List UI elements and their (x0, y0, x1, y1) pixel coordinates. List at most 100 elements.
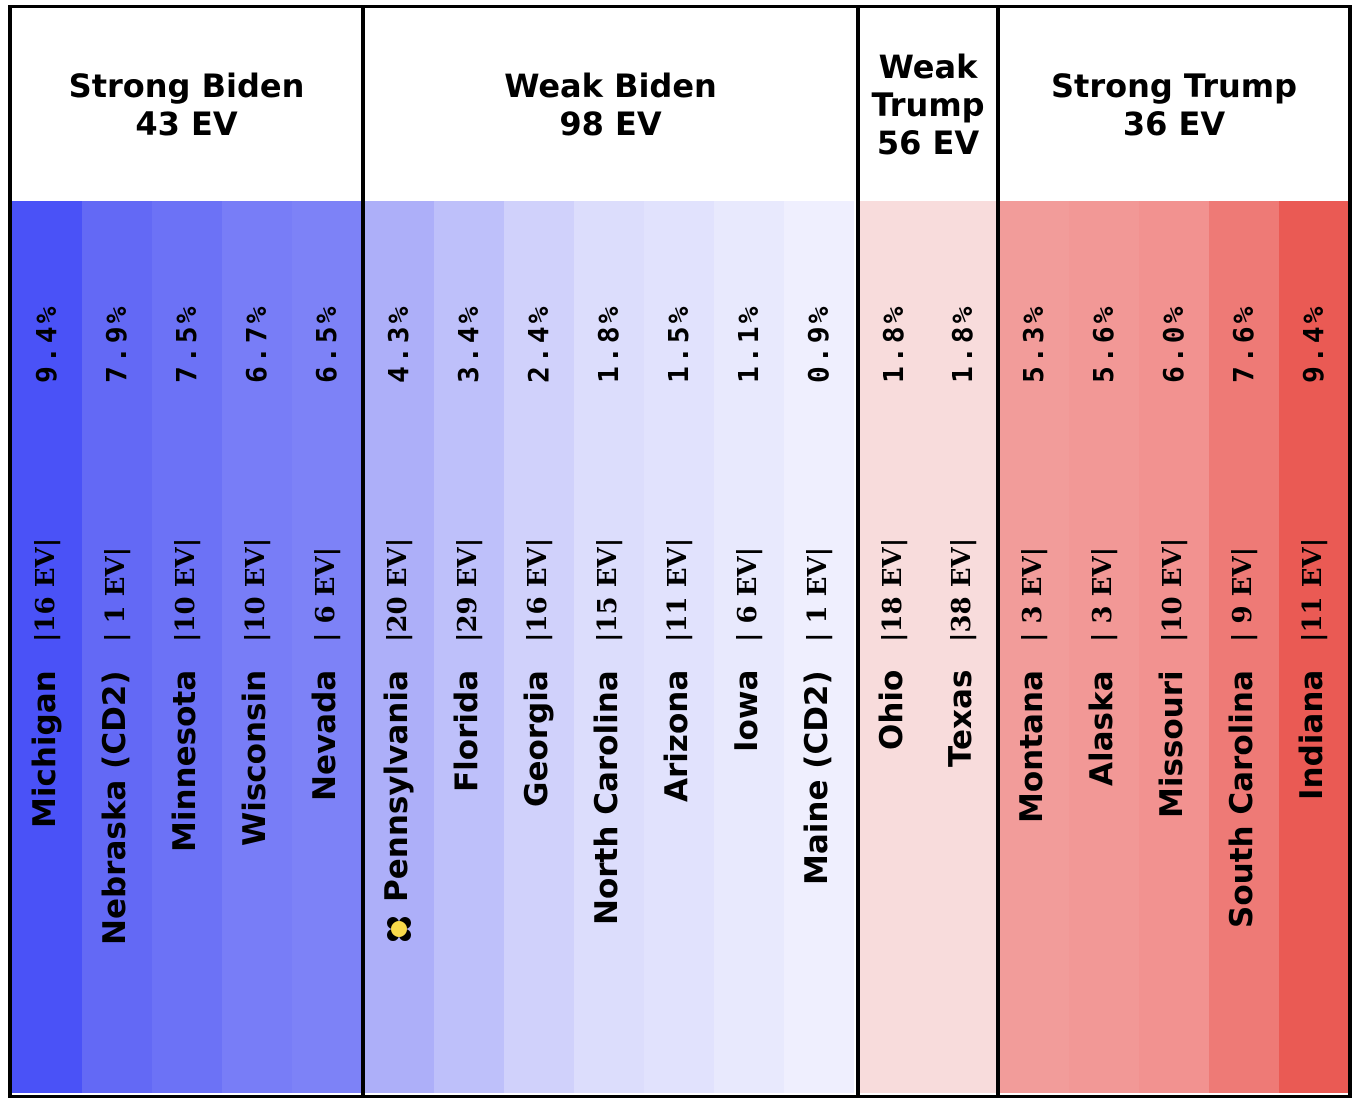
state-ev-label: |29 EV| (453, 538, 483, 642)
ev-separator-right: | (593, 537, 623, 548)
group-ev-total: 98 EV (559, 104, 662, 143)
state-ev-label: | 1 EV| (803, 547, 833, 642)
state-margin-label: 7.9% (100, 303, 133, 383)
state-name: Florida (449, 669, 485, 792)
ev-separator-right: | (523, 537, 553, 548)
group-ev-total: 56 EV (876, 123, 980, 162)
group-label: Weak Biden (504, 66, 717, 105)
state-ev-label: |10 EV| (171, 538, 201, 642)
group-divider (8, 5, 12, 1098)
group-ev-total: 43 EV (135, 104, 238, 143)
state-bar (504, 201, 574, 1093)
state-ev-label: |20 EV| (383, 538, 413, 642)
state-bar (1279, 201, 1348, 1093)
state-ev-label: |10 EV| (241, 538, 271, 642)
group-divider (361, 5, 365, 1098)
state-bar (1209, 201, 1279, 1093)
ev-separator-right: | (453, 537, 483, 548)
state-ev-value: 10 EV (1158, 547, 1188, 633)
ev-separator-left: | (1297, 632, 1328, 642)
group-header-text: Weak Trump 56 EV (868, 48, 988, 162)
ev-separator-right: | (1228, 546, 1258, 557)
ev-separator-right: | (803, 546, 833, 557)
state-bar (1069, 201, 1139, 1093)
ev-separator-right: | (1158, 537, 1188, 548)
state-name: Arizona (659, 669, 695, 802)
ev-separator-left: | (593, 632, 623, 642)
state-bar (152, 201, 222, 1093)
state-bar (714, 201, 784, 1093)
state-ev-value: 20 EV (383, 547, 413, 633)
group-label: Strong Trump (1050, 66, 1298, 105)
ev-separator-left: | (1158, 632, 1188, 642)
state-margin-label: 1.1% (732, 303, 765, 383)
state-bar (784, 201, 854, 1093)
state-ev-value: 10 EV (241, 547, 271, 633)
state-bar (859, 201, 929, 1093)
state-margin-label: 7.6% (1227, 303, 1260, 383)
state-ev-value: 11 EV (1297, 547, 1328, 633)
state-margin-label: 6.0% (1157, 303, 1190, 383)
state-ev-label: |16 EV| (523, 538, 553, 642)
ev-separator-left: | (101, 632, 131, 642)
state-name: Montana (1014, 670, 1050, 823)
frame-bottom-line (8, 1095, 1352, 1098)
state-ev-label: | 3 EV| (1018, 547, 1048, 642)
state-ev-value: 6 EV (310, 556, 341, 633)
state-margin-label: 1.8% (592, 303, 625, 383)
state-bar (364, 201, 434, 1093)
state-margin-label: 7.5% (170, 303, 203, 383)
group-header: Weak Trump 56 EV (860, 8, 996, 201)
group-divider (1348, 5, 1352, 1098)
ev-separator-right: | (31, 537, 61, 548)
state-name: Ohio (874, 669, 910, 750)
state-margin-label: 6.5% (309, 303, 343, 383)
state-ev-value: 38 EV (946, 547, 977, 633)
state-name: Michigan (27, 670, 63, 828)
state-margin-label: 9.4% (1296, 303, 1330, 383)
ev-separator-left: | (1088, 632, 1118, 642)
state-margin-label: 5.3% (1017, 303, 1050, 383)
frame-top-line (8, 5, 1352, 8)
ev-separator-left: | (310, 632, 341, 642)
ev-separator-left: | (803, 632, 833, 642)
ev-separator-right: | (1018, 546, 1048, 557)
state-margin-label: 1.8% (945, 303, 979, 383)
group-ev-total: 36 EV (1122, 104, 1226, 143)
state-name: Nevada (306, 669, 343, 801)
state-bar (1139, 201, 1209, 1093)
ev-separator-right: | (878, 537, 908, 548)
state-name: Nebraska (CD2) (97, 670, 133, 945)
state-bar (929, 201, 996, 1093)
state-bar (12, 201, 82, 1093)
state-bar (292, 201, 361, 1093)
state-bar (434, 201, 504, 1093)
state-margin-label: 0.9% (802, 303, 835, 383)
state-ev-label: | 6 EV| (733, 547, 763, 642)
tipping-point-icon (387, 917, 411, 941)
state-bar (999, 201, 1069, 1093)
state-ev-label: | 6 EV| (311, 547, 341, 642)
state-name: Pennsylvania (379, 670, 415, 902)
state-bar (644, 201, 714, 1093)
ev-separator-right: | (171, 537, 201, 548)
group-label: Weak Trump (871, 47, 985, 124)
ev-separator-left: | (241, 632, 271, 642)
state-margin-label: 6.7% (240, 303, 273, 383)
ev-separator-right: | (1088, 546, 1118, 557)
state-ev-label: |16 EV| (31, 538, 61, 642)
state-name: Maine (CD2) (799, 670, 835, 885)
group-header: Strong Biden 43 EV (12, 8, 361, 201)
state-ev-value: 16 EV (523, 547, 553, 633)
group-header-text: Strong Biden 43 EV (69, 67, 305, 143)
group-header: Weak Biden 98 EV (365, 8, 856, 201)
state-margin-label: 5.6% (1087, 303, 1120, 383)
state-margin-label: 9.4% (30, 303, 63, 383)
ev-separator-right: | (946, 537, 977, 548)
state-margin-label: 4.3% (382, 303, 415, 383)
ev-separator-left: | (383, 632, 413, 642)
state-ev-value: 29 EV (453, 547, 483, 633)
group-label: Strong Biden (68, 66, 305, 105)
ev-separator-right: | (101, 546, 131, 557)
